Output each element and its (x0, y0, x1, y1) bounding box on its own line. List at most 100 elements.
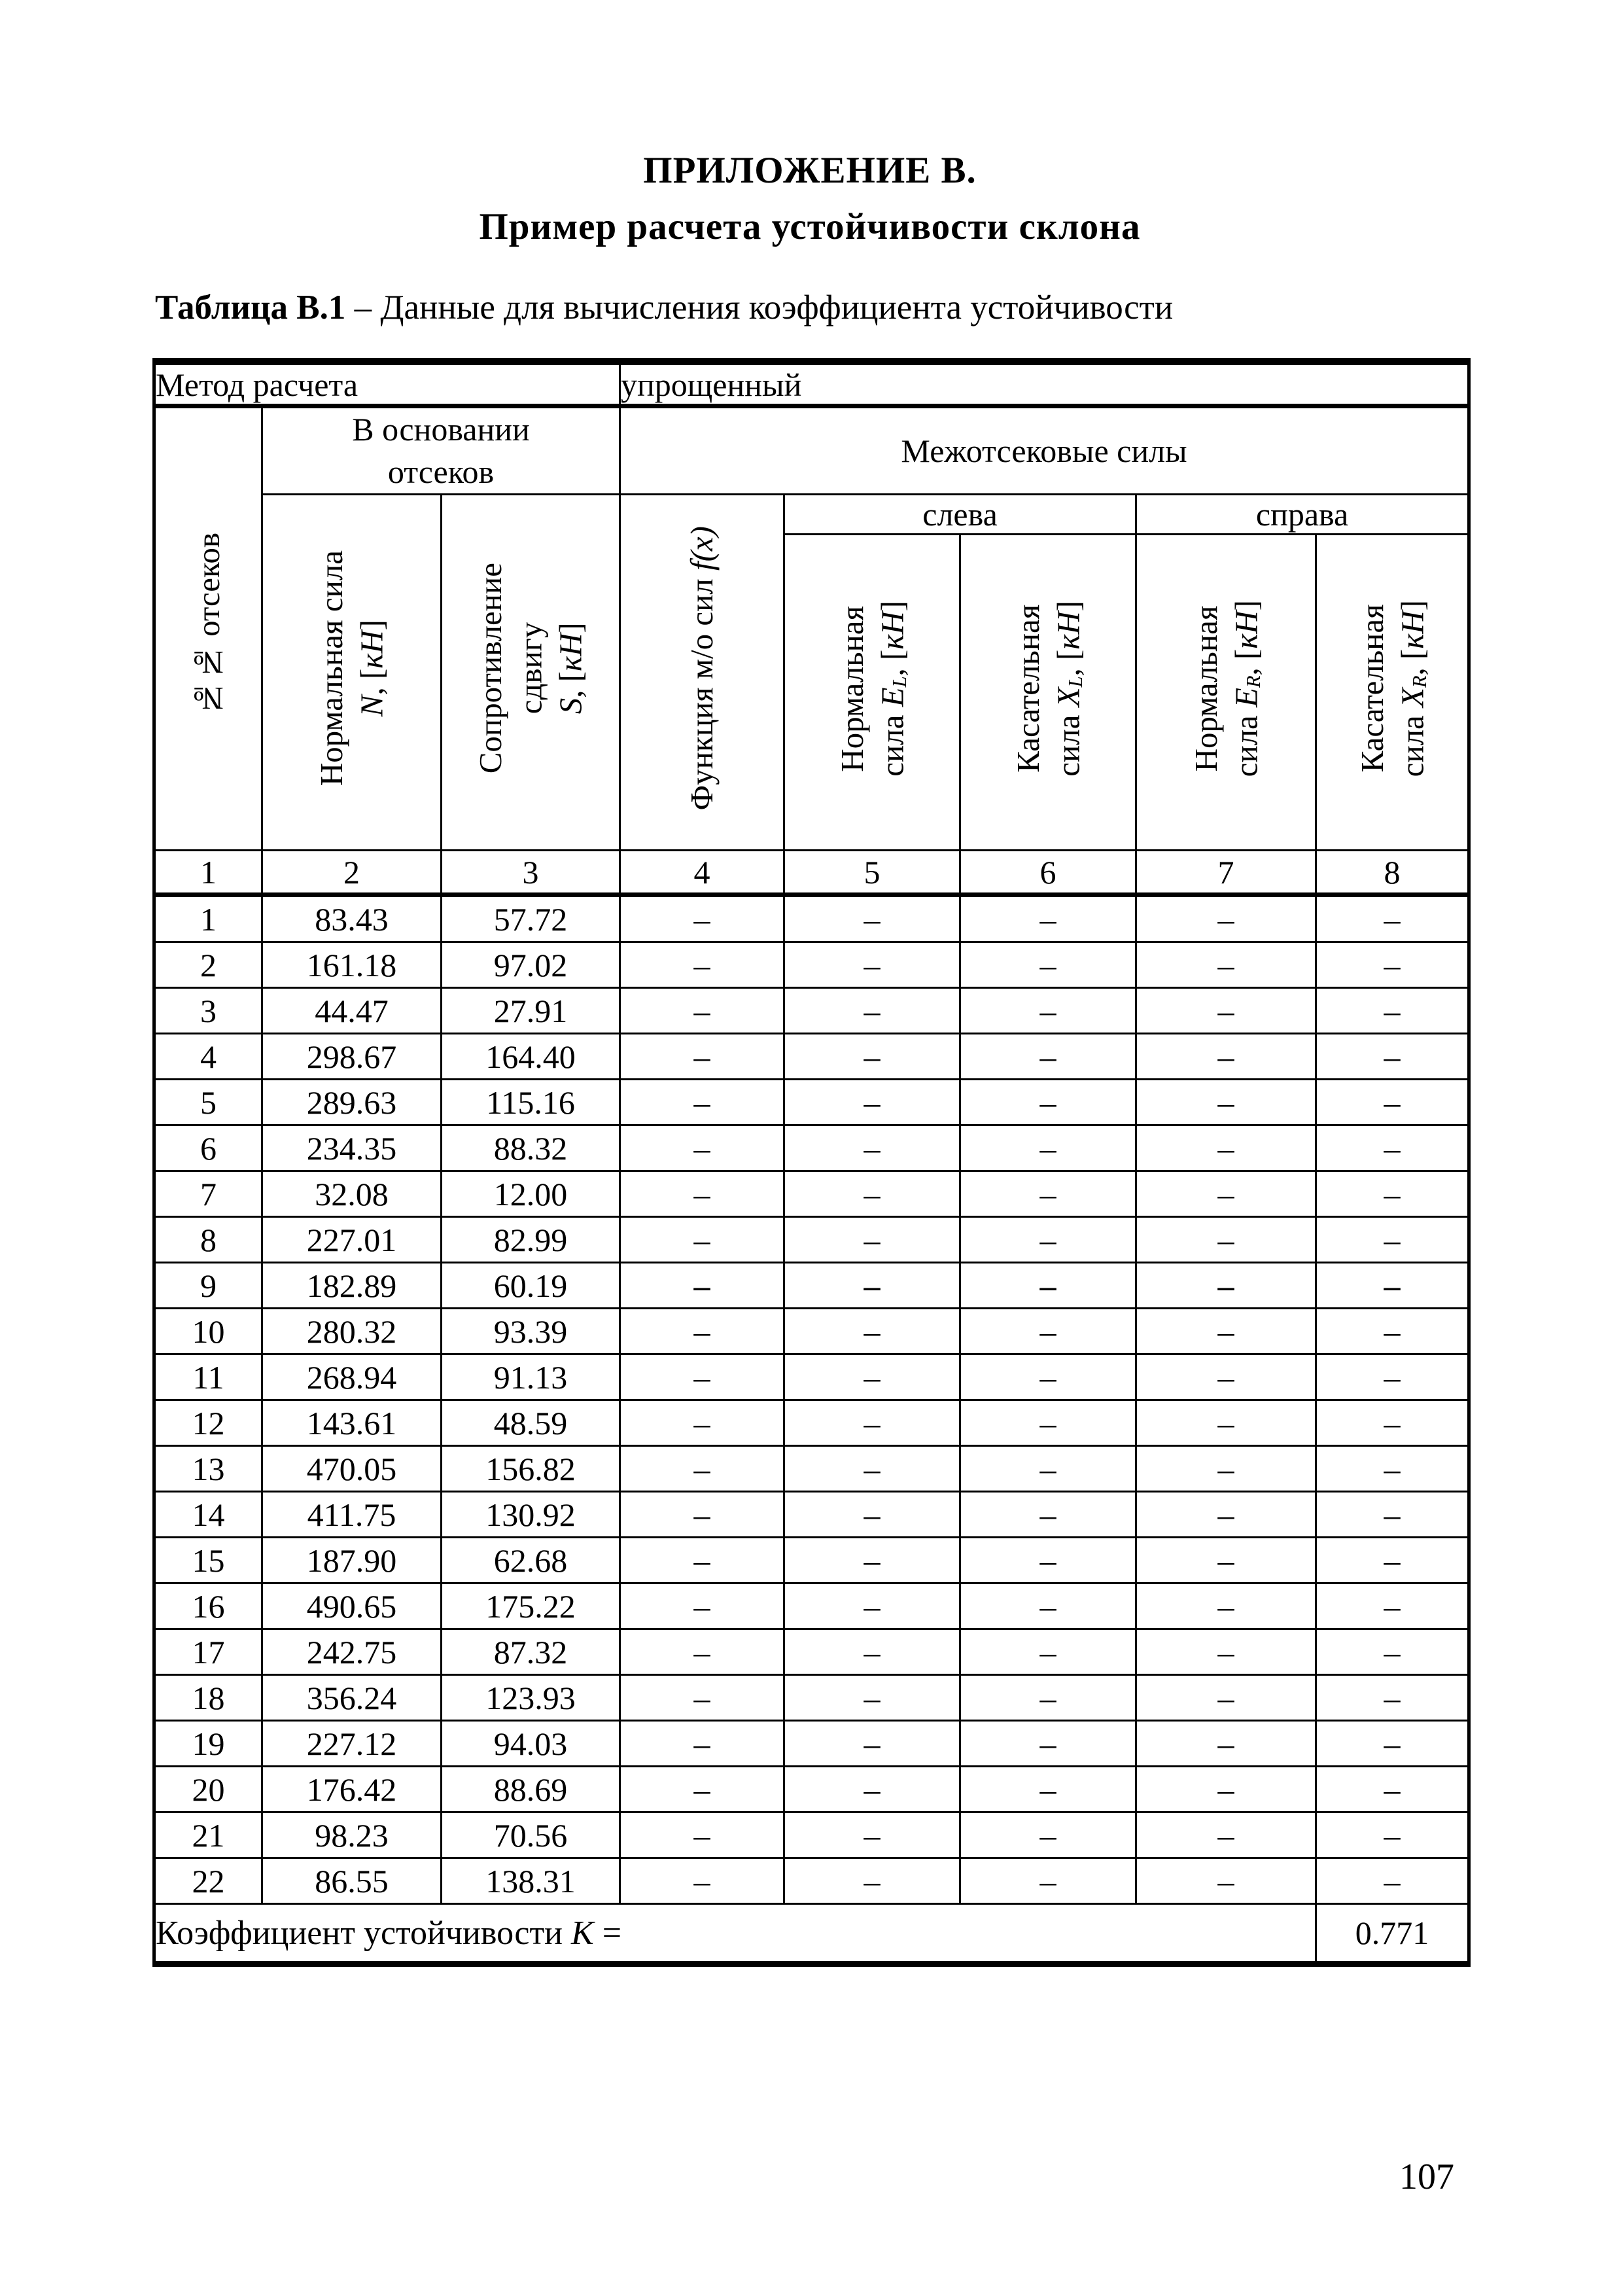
value-cell: 356.24 (261, 1674, 442, 1722)
dash-cell: – (1135, 1307, 1318, 1355)
header-shear-resistance-S: Сопротивление сдвигу S, [кН] (440, 493, 621, 851)
dash-cell: – (783, 1262, 962, 1309)
value-cell: 27.91 (440, 987, 621, 1034)
value-cell: 182.89 (261, 1262, 442, 1309)
dash-cell: – (1135, 941, 1318, 989)
dash-cell: – (619, 1765, 786, 1813)
dash-cell: – (1315, 1307, 1471, 1355)
dash-cell: – (959, 1353, 1138, 1401)
dash-cell: – (619, 1857, 786, 1905)
dash-cell: – (619, 1720, 786, 1767)
table-row: 1 83.43 57.72– – – – – (153, 894, 1471, 943)
dash-cell: – (619, 987, 786, 1034)
dash-cell: – (1315, 1262, 1471, 1309)
table-caption-number: Таблица В.1 (155, 289, 346, 327)
dash-cell: – (1135, 1674, 1318, 1722)
dash-cell: – (619, 894, 786, 943)
table-row: 18 356.24 123.93– – – – – (153, 1674, 1471, 1722)
dash-cell: – (959, 1307, 1138, 1355)
dash-cell: – (619, 1536, 786, 1584)
dash-cell: – (1315, 941, 1471, 989)
row-number-cell: 21 (153, 1811, 263, 1859)
dash-cell: – (1135, 1262, 1318, 1309)
value-cell: 70.56 (440, 1811, 621, 1859)
value-cell: 411.75 (261, 1491, 442, 1538)
dash-cell: – (1315, 1628, 1471, 1676)
value-cell: 123.93 (440, 1674, 621, 1722)
row-number-cell: 16 (153, 1582, 263, 1630)
table-row: 21 98.23 70.56– – – – – (153, 1811, 1471, 1859)
dash-cell: – (959, 1399, 1138, 1447)
dash-cell: – (959, 987, 1138, 1034)
dash-cell: – (619, 1033, 786, 1080)
dash-cell: – (619, 1307, 786, 1355)
dash-cell: – (1315, 1720, 1471, 1767)
dash-cell: – (1135, 1078, 1318, 1126)
value-cell: 62.68 (440, 1536, 621, 1584)
dash-cell: – (783, 1124, 962, 1172)
table-row: 11 268.94 91.13– – – – – (153, 1353, 1471, 1401)
header-normal-force-N: Нормальная сила N, [кН] (261, 493, 442, 851)
value-cell: 138.31 (440, 1857, 621, 1905)
value-cell: 130.92 (440, 1491, 621, 1538)
dash-cell: – (619, 1445, 786, 1492)
dash-cell: – (1135, 1170, 1318, 1218)
table-row: 6 234.35 88.32– – – – – (153, 1124, 1471, 1172)
method-label-cell: Метод расчета (152, 361, 621, 408)
value-cell: 161.18 (261, 941, 442, 989)
value-cell: 268.94 (261, 1353, 442, 1401)
dash-cell: – (783, 1582, 962, 1630)
dash-cell: – (1315, 1445, 1471, 1492)
table-row: 14 411.75 130.92– – – – – (153, 1491, 1471, 1538)
row-number-cell: 8 (153, 1216, 263, 1263)
dash-cell: – (783, 1170, 962, 1218)
dash-cell: – (1135, 894, 1318, 943)
dash-cell: – (959, 1078, 1138, 1126)
table-row: 17 242.75 87.32– – – – – (153, 1628, 1471, 1676)
table-row: 19 227.12 94.03– – – – – (153, 1720, 1471, 1767)
dash-cell: – (783, 1765, 962, 1813)
value-cell: 60.19 (440, 1262, 621, 1309)
value-cell: 97.02 (440, 941, 621, 989)
dash-cell: – (619, 1124, 786, 1172)
dash-cell: – (783, 1033, 962, 1080)
dash-cell: – (783, 1445, 962, 1492)
dash-cell: – (619, 1628, 786, 1676)
value-cell: 234.35 (261, 1124, 442, 1172)
appendix-title: ПРИЛОЖЕНИЕ В. Пример расчета устойчивост… (152, 143, 1467, 255)
header-compartment-numbers: №№ отсеков (153, 405, 263, 851)
vertical-header-row: Нормальная сила EL, [кН] Касательная сил… (154, 533, 1471, 851)
dash-cell: – (1135, 1811, 1318, 1859)
dash-cell: – (959, 941, 1138, 989)
dash-cell: – (1135, 1491, 1318, 1538)
dash-cell: – (619, 941, 786, 989)
table-row: 4 298.67 164.40– – – – – (153, 1033, 1471, 1080)
column-number-cell: 1 (153, 849, 263, 897)
column-number-cell: 3 (440, 849, 621, 897)
dash-cell: – (619, 1491, 786, 1538)
data-rows: 1 83.43 57.72– – – – –2 161.18 97.02– – – – –3 44.47 2… (153, 894, 1471, 1905)
row-number-cell: 6 (153, 1124, 263, 1172)
dash-cell: – (619, 1811, 786, 1859)
header-intercompartment-forces: Межотсековые силы (619, 405, 1471, 495)
dash-cell: – (783, 1536, 962, 1584)
dash-cell: – (619, 1674, 786, 1722)
dash-cell: – (1315, 1811, 1471, 1859)
table-row: 5 289.63 115.16– – – – – (153, 1078, 1471, 1126)
dash-cell: – (619, 1399, 786, 1447)
value-cell: 175.22 (440, 1582, 621, 1630)
value-cell: 86.55 (261, 1857, 442, 1905)
table-row: 16 490.65 175.22– – – – – (153, 1582, 1471, 1630)
dash-cell: – (1315, 1765, 1471, 1813)
dash-cell: – (1315, 1674, 1471, 1722)
dash-cell: – (959, 1674, 1138, 1722)
row-number-cell: 4 (153, 1033, 263, 1080)
stability-coefficient-value: 0.771 (1315, 1903, 1471, 1965)
value-cell: 93.39 (440, 1307, 621, 1355)
row-number-cell: 20 (153, 1765, 263, 1813)
value-cell: 280.32 (261, 1307, 442, 1355)
row-number-cell: 2 (153, 941, 263, 989)
dash-cell: – (783, 941, 962, 989)
dash-cell: – (959, 1491, 1138, 1538)
value-cell: 176.42 (261, 1765, 442, 1813)
